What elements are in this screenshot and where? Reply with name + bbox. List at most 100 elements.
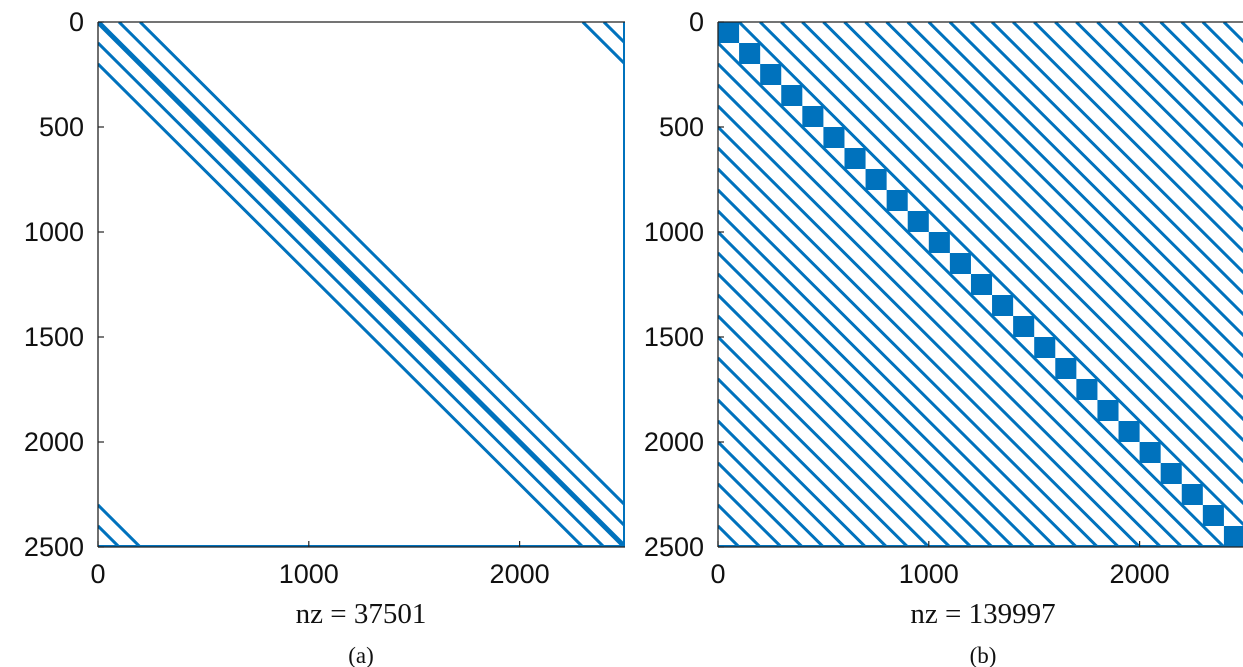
diagonal-block [1139,442,1161,463]
diagonal-band [718,125,1141,547]
diagonal-band [718,83,1183,547]
diagonal-band [718,272,994,547]
diagonal-band [718,104,1162,547]
diagonal-band [718,377,888,547]
diagonal-block [1118,421,1140,442]
x-tick-label: 0 [90,559,105,589]
diagonal-block [823,127,845,148]
x-tick-label: 1000 [279,559,339,589]
diagonal-band [602,22,625,45]
diagonal-band [718,524,741,547]
y-tick-label: 1000 [644,217,704,247]
diagonal-band [927,22,1243,338]
diagonal-band [718,398,867,547]
diagonal-band [1054,22,1243,212]
diagonal-block [1055,358,1077,379]
diagonal-block [781,85,803,106]
diagonal-band [864,22,1243,401]
diagonal-band [1033,22,1243,233]
y-tick-label: 2500 [644,532,704,562]
x-axis-label-a: nz = 37501 [296,598,427,630]
x-tick-label: 2000 [1110,559,1170,589]
diagonal-block [1034,337,1056,358]
diagonal-band [990,22,1243,275]
sparsity-pattern-b [718,22,1243,547]
diagonal-band [718,293,973,547]
sparsity-pattern-a [98,22,625,547]
y-tick-label: 2000 [24,427,84,457]
diagonal-band [98,41,605,547]
diagonal-block [865,169,887,190]
diagonal-band [718,356,909,547]
diagonal-band [718,335,930,547]
diagonal-band [1159,22,1243,107]
y-tick-label: 2500 [24,532,84,562]
x-tick-label: 1000 [899,559,959,589]
diagonal-band [1012,22,1243,254]
diagonal-block [949,253,971,274]
diagonal-block [1223,526,1243,547]
diagonal-block [1076,379,1098,400]
y-tick-label: 500 [659,112,704,142]
diagonal-band [718,314,951,547]
diagonal-band [759,22,1243,506]
diagonal-band [718,167,1099,547]
diagonal-band [822,22,1243,443]
diagonal-block [802,106,824,127]
x-axis-label-b: nz = 139997 [910,598,1055,630]
diagonal-block [1097,400,1119,421]
x-tick-label: 2000 [490,559,550,589]
diagonal-band [718,62,1204,547]
diagonal-band [718,209,1057,547]
diagonal-block [1013,316,1035,337]
diagonal-band [780,22,1243,485]
diagonal-block [844,148,866,169]
diagonal-band [801,22,1243,464]
diagonal-band [1075,22,1243,191]
diagonal-block [739,43,761,64]
diagonal-band [718,146,1120,547]
diagonal-band [843,22,1243,422]
diagonal-band [906,22,1243,359]
diagonal-block [970,274,993,295]
diagonal-band [1222,22,1243,44]
y-tick-label: 1000 [24,217,84,247]
x-tick-label: 0 [710,559,725,589]
diagonal-block [1160,463,1182,484]
diagonal-band [1138,22,1243,128]
diagonal-block [718,22,740,43]
diagonal-band [718,482,783,547]
y-tick-label: 2000 [644,427,704,457]
panel-caption-b: (b) [970,643,997,667]
diagonal-band [581,22,625,66]
diagonal-block [1202,505,1224,526]
diagonal-band [885,22,1243,380]
diagonal-block [907,211,929,232]
diagonal-band [1180,22,1243,86]
diagonal-band [98,524,121,547]
diagonal-band [98,22,625,547]
diagonal-band [718,188,1078,547]
y-tick-label: 0 [689,7,704,37]
diagonal-band [948,22,1243,317]
diagonal-band [718,461,804,547]
diagonal-block [928,232,950,253]
y-tick-label: 500 [39,112,84,142]
y-tick-label: 0 [69,7,84,37]
diagonal-band [98,503,142,547]
diagonal-band [718,419,846,547]
panel-caption-a: (a) [348,643,374,667]
diagonal-band [969,22,1243,296]
diagonal-band [1201,22,1243,65]
diagonal-band [718,230,1036,547]
diagonal-band [98,62,584,547]
y-tick-label: 1500 [644,322,704,352]
diagonal-band [118,22,625,528]
y-tick-label: 1500 [24,322,84,352]
diagonal-band [718,440,825,547]
